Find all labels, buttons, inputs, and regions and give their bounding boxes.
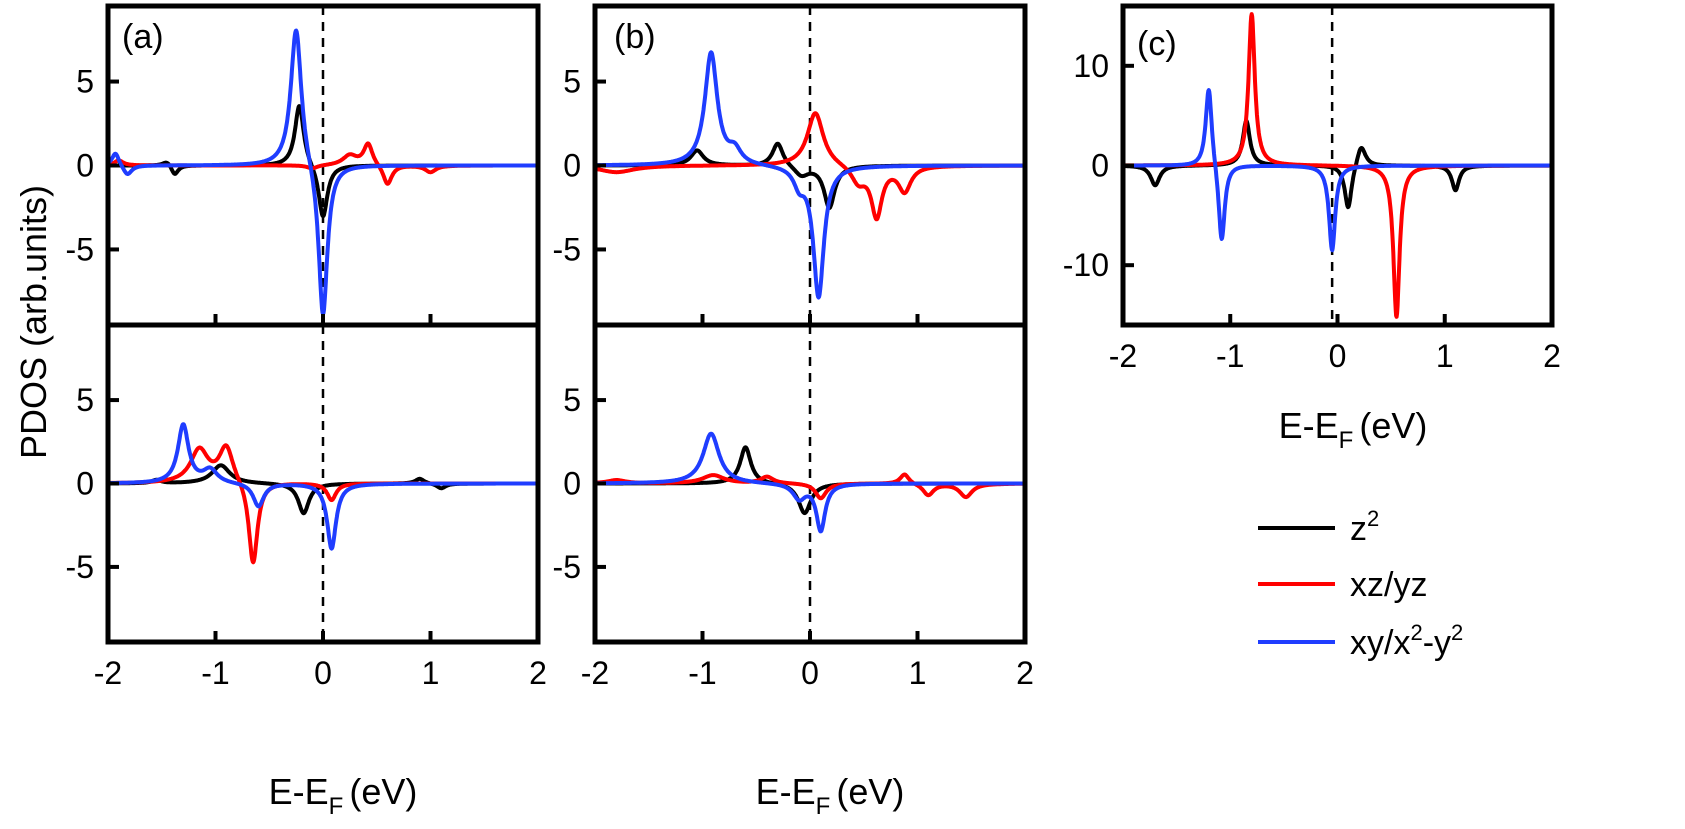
x-tick-label: -2 [1109,338,1137,374]
y-tick-label: 5 [76,382,94,418]
x-title-unit: (eV) [349,771,417,812]
legend-label-xz-yz: xz/yz [1350,566,1427,604]
x-tick-label: -1 [1216,338,1244,374]
y-tick-label: -5 [553,231,581,267]
legend-label-xy-x2y2: xy/x2-y2 [1350,620,1463,662]
x-tick-label: -1 [201,655,229,691]
panel-b-bottom: -2 -1 0 1 2 5 0 -5 [553,322,1034,691]
y-tick-label: 0 [1091,148,1109,184]
legend-z2-sup: 2 [1367,506,1379,531]
x-tick-label: -2 [94,655,122,691]
x-axis-title-c: E-EF (eV) [1279,405,1428,454]
legend-xy-sup2: 2 [1451,620,1463,645]
panel-label: (b) [614,18,656,56]
y-tick-label: -5 [66,231,94,267]
x-tick-label: 1 [1436,338,1454,374]
x-title-main: E-E [1279,405,1339,446]
y-tick-label: 0 [563,148,581,184]
legend: z2 xz/yz xy/x2-y2 [1258,506,1463,662]
y-tick-label: 5 [76,64,94,100]
x-tick-label: 2 [529,655,547,691]
y-tick-label: 5 [563,64,581,100]
legend-label-z2: z2 [1350,506,1379,548]
x-tick-label: 2 [1016,655,1034,691]
x-tick-label: 2 [1543,338,1561,374]
panel-label: (a) [122,18,164,56]
y-axis-title: PDOS (arb.units) [13,185,54,459]
panel-a-bottom: -2 -1 0 1 2 5 0 -5 [66,322,547,691]
x-title-subscript: F [329,793,344,820]
legend-xy-part2: -y [1423,624,1451,662]
series-line-xy-x2y2 [106,422,540,551]
y-tick-label: 0 [563,466,581,502]
x-tick-label: 0 [314,655,332,691]
x-tick-label: 1 [422,655,440,691]
y-tick-label: -5 [66,549,94,585]
legend-xy-sup1: 2 [1410,620,1422,645]
x-title-unit: (eV) [836,771,904,812]
series-line-xy-x2y2 [1121,88,1554,253]
x-title-main: E-E [756,771,816,812]
panel-label: (c) [1137,25,1177,63]
y-tick-label: 10 [1073,48,1109,84]
legend-xy-part1: xy/x [1350,624,1410,662]
series-line-xz-yz [593,472,1027,501]
x-title-main: E-E [269,771,329,812]
x-axis-title-a: E-EF (eV) [269,771,418,820]
panel-a-top: 5 0 -5 (a) [66,3,541,328]
panel-b-top: 5 0 -5 (b) [553,3,1028,328]
series-line-xy-x2y2 [593,431,1027,534]
x-title-subscript: F [816,793,831,820]
x-tick-label: 0 [1329,338,1347,374]
x-axis-title-b: E-EF (eV) [756,771,905,820]
x-tick-label: -2 [581,655,609,691]
y-tick-label: 0 [76,148,94,184]
y-tick-label: 0 [76,466,94,502]
x-tick-label: 0 [801,655,819,691]
x-title-unit: (eV) [1359,405,1427,446]
x-title-subscript: F [1339,427,1354,454]
y-tick-label: -5 [553,549,581,585]
y-tick-label: -10 [1063,247,1109,283]
x-tick-label: -1 [688,655,716,691]
x-tick-label: 1 [909,655,927,691]
series-line-xy-x2y2 [593,50,1027,300]
plot-panels: 50-5(a)-2 -1 0 1 250-550-5(b)-2 -1 0 1 250-5-2 -1… [66,3,1561,691]
legend-z2-base: z [1350,510,1367,548]
y-tick-label: 5 [563,382,581,418]
